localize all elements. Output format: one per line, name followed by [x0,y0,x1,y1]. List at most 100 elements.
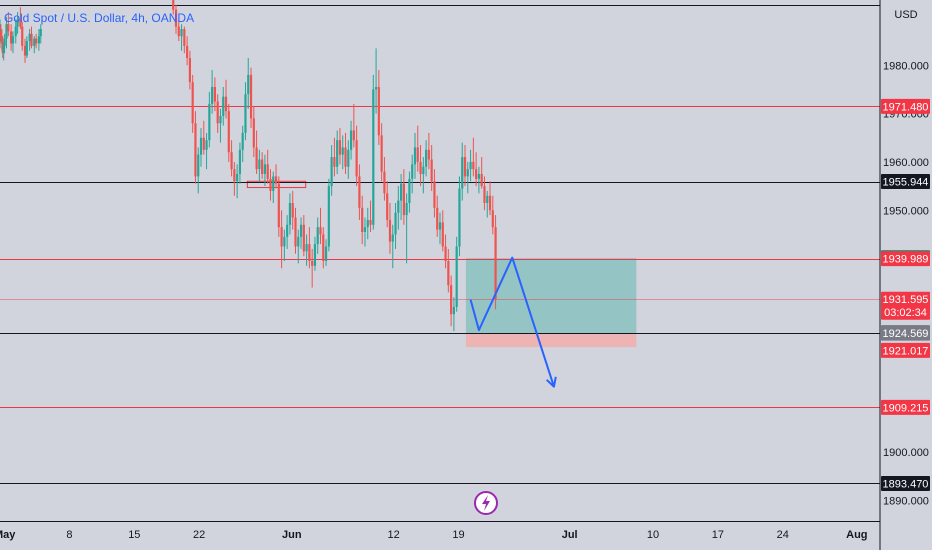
candle [188,50,191,90]
lightning-icon[interactable] [474,491,498,515]
candle-body [222,96,225,116]
candle-body [386,193,389,220]
candle [3,33,6,54]
candle [333,137,336,177]
candle [347,140,350,179]
candle-body [238,149,242,174]
price-tag-bg [881,325,930,341]
candle-body [205,140,208,150]
candle-body [491,210,494,228]
price-tag[interactable]: 1939.989 [881,251,930,267]
candle-body [469,161,472,170]
candle [330,145,333,196]
price-tag-label: 1955.944 [883,177,929,189]
candle-body [411,164,414,179]
candle [483,176,486,211]
candle [177,19,180,42]
candle [274,164,278,189]
candle-body [480,174,483,187]
candle-body [174,9,178,27]
candle [16,12,19,34]
candle [383,157,386,201]
candle [277,176,280,237]
candle [205,132,208,170]
candle-body [263,164,267,174]
price-tag[interactable]: 1921.017 [881,342,930,358]
candle-body [299,224,303,237]
candle-body [208,103,211,141]
target-zone[interactable] [465,258,637,334]
candle [174,4,178,34]
candle [183,26,186,54]
candle [213,77,217,112]
price-tick-label: 1900.000 [883,447,929,459]
candle-body [3,38,6,46]
candle [322,227,325,269]
candle-body [397,200,400,213]
candle-body [288,203,292,225]
candle-body [458,188,461,247]
candle-body [441,222,444,247]
price-tag-label: 1939.989 [883,254,929,266]
candle-body [291,203,294,218]
stop-zone[interactable] [465,333,637,348]
candle-body [477,174,481,179]
candle [23,38,27,63]
price-tag[interactable]: 1971.480 [881,98,930,114]
candle [21,21,24,51]
candle-body [14,26,17,37]
price-tag[interactable]: 1909.215 [881,399,930,415]
candle [299,217,303,249]
time-tick-label: Jul [562,529,578,541]
candle-body [30,33,33,46]
candle [338,128,342,165]
candle [224,79,228,119]
time-tick-label: 8 [66,529,72,541]
candle-body [21,26,24,46]
candle [319,207,322,245]
candle [452,297,455,332]
candle [327,178,330,252]
candle-body [430,159,433,182]
candle [5,16,8,49]
candle-body [25,41,28,56]
candle [313,236,317,271]
candle [211,70,214,114]
candle-body [361,207,364,232]
candle [202,120,205,155]
time-tick-label: Aug [846,529,867,541]
candle [258,149,261,182]
candle [363,217,367,247]
candle-body [336,140,339,167]
candle [30,26,33,49]
candle-body [286,224,289,237]
candle [14,19,17,44]
candle-body [241,132,244,150]
price-tag[interactable]: 1924.569 [881,325,930,341]
price-tag[interactable]: 1955.944 [881,174,930,190]
candle [263,154,267,187]
price-axis[interactable] [880,0,932,550]
candle [441,210,444,252]
price-tag-label: 1931.595 [883,294,929,306]
candle-body [416,147,419,162]
candle [438,212,442,245]
candle-body [455,246,458,307]
price-tag-bg [881,291,930,320]
candle-body [341,147,344,155]
candle [280,210,283,269]
candle [405,193,408,264]
candle [291,190,294,230]
candle [236,164,239,199]
projection-path[interactable] [469,256,555,387]
candle-body [216,101,219,124]
candle [219,108,222,143]
candle [197,147,200,194]
candle [252,106,255,158]
price-tag[interactable]: 1893.470 [881,475,930,491]
candle-body [274,176,278,184]
candle-body [494,227,497,300]
